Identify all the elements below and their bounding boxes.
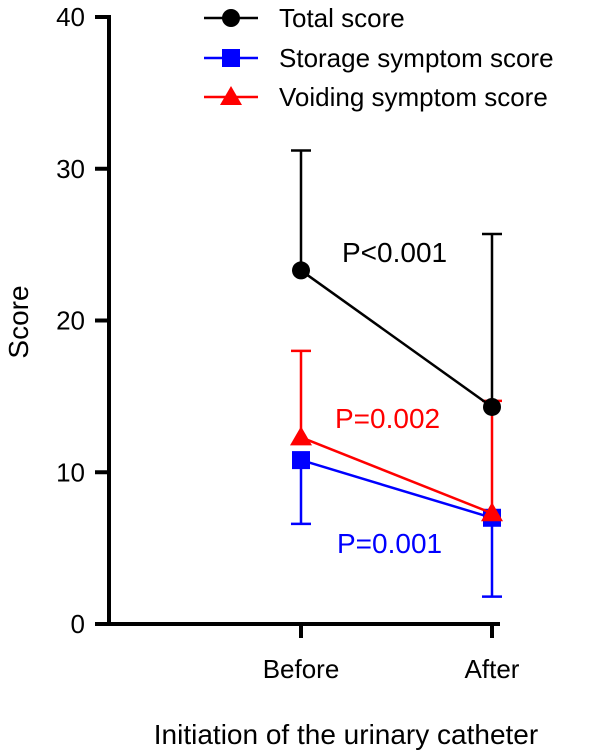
legend-marker bbox=[222, 49, 240, 67]
data-point bbox=[292, 261, 310, 280]
chart-axes: 0 10 20 30 40 Before After bbox=[56, 2, 520, 684]
data-point bbox=[481, 502, 503, 522]
series-line bbox=[300, 436, 493, 515]
p-value-label: P=0.002 bbox=[335, 403, 440, 434]
chart-annotations: P<0.001 P=0.002 P=0.001 bbox=[335, 237, 447, 559]
y-tick-label: 30 bbox=[56, 154, 85, 184]
x-tick-label: Before bbox=[263, 654, 340, 684]
chart-legend: Total score Storage symptom score Voiding … bbox=[204, 3, 554, 112]
legend-marker bbox=[222, 9, 240, 27]
legend-marker bbox=[220, 86, 242, 105]
y-tick-label: 10 bbox=[56, 457, 85, 487]
series-line bbox=[300, 458, 493, 519]
series-line bbox=[300, 269, 493, 409]
x-axis-title: Initiation of the urinary catheter bbox=[154, 719, 538, 750]
legend-item: Total score bbox=[204, 3, 405, 33]
series-storage-symptom-score bbox=[291, 451, 502, 598]
y-axis-title: Score bbox=[3, 285, 34, 358]
data-point bbox=[290, 426, 312, 446]
data-point bbox=[292, 451, 310, 470]
legend-label: Voiding symptom score bbox=[279, 82, 548, 112]
chart-series bbox=[290, 149, 503, 598]
legend-item: Voiding symptom score bbox=[204, 82, 548, 112]
series-total-score bbox=[291, 149, 502, 416]
legend-label: Storage symptom score bbox=[279, 43, 554, 73]
legend-label: Total score bbox=[279, 3, 405, 33]
p-value-label: P<0.001 bbox=[342, 237, 447, 268]
x-tick-label: After bbox=[465, 654, 520, 684]
series-voiding-symptom-score bbox=[290, 349, 503, 522]
p-value-label: P=0.001 bbox=[337, 528, 442, 559]
data-point bbox=[483, 397, 501, 416]
y-tick-label: 40 bbox=[56, 2, 85, 32]
y-tick-label: 0 bbox=[71, 609, 85, 639]
legend-item: Storage symptom score bbox=[204, 43, 554, 73]
y-tick-label: 20 bbox=[56, 306, 85, 336]
